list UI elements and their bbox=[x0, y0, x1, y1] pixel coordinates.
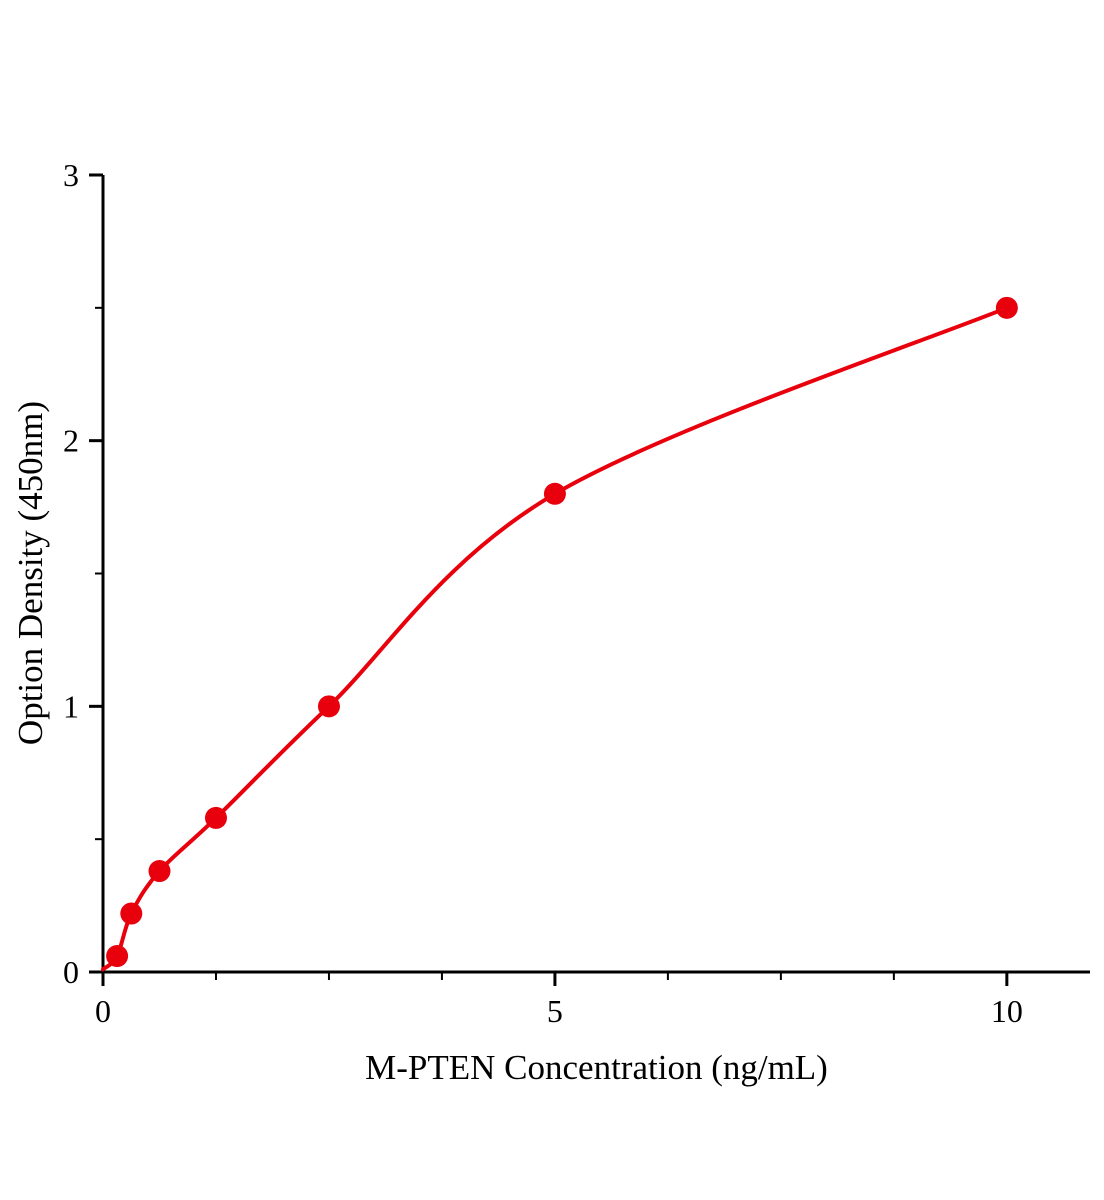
data-point bbox=[120, 902, 143, 925]
y-tick-label: 2 bbox=[63, 423, 79, 459]
fit-curve bbox=[101, 305, 1009, 972]
y-axis-label: Option Density (450nm) bbox=[11, 400, 50, 746]
data-point bbox=[995, 296, 1018, 319]
x-axis-label: M-PTEN Concentration (ng/mL) bbox=[365, 1048, 828, 1087]
data-point bbox=[106, 945, 129, 968]
data-point bbox=[543, 482, 566, 505]
y-tick-label: 1 bbox=[63, 688, 79, 724]
x-tick-label: 5 bbox=[547, 993, 563, 1029]
x-tick-label: 10 bbox=[991, 993, 1023, 1029]
axis-spines bbox=[101, 175, 1090, 974]
data-point bbox=[204, 806, 227, 829]
x-tick-label: 0 bbox=[95, 993, 111, 1029]
y-tick-label: 3 bbox=[63, 157, 79, 193]
data-point bbox=[317, 695, 340, 718]
y-tick-label: 0 bbox=[63, 954, 79, 990]
data-point bbox=[148, 860, 171, 883]
